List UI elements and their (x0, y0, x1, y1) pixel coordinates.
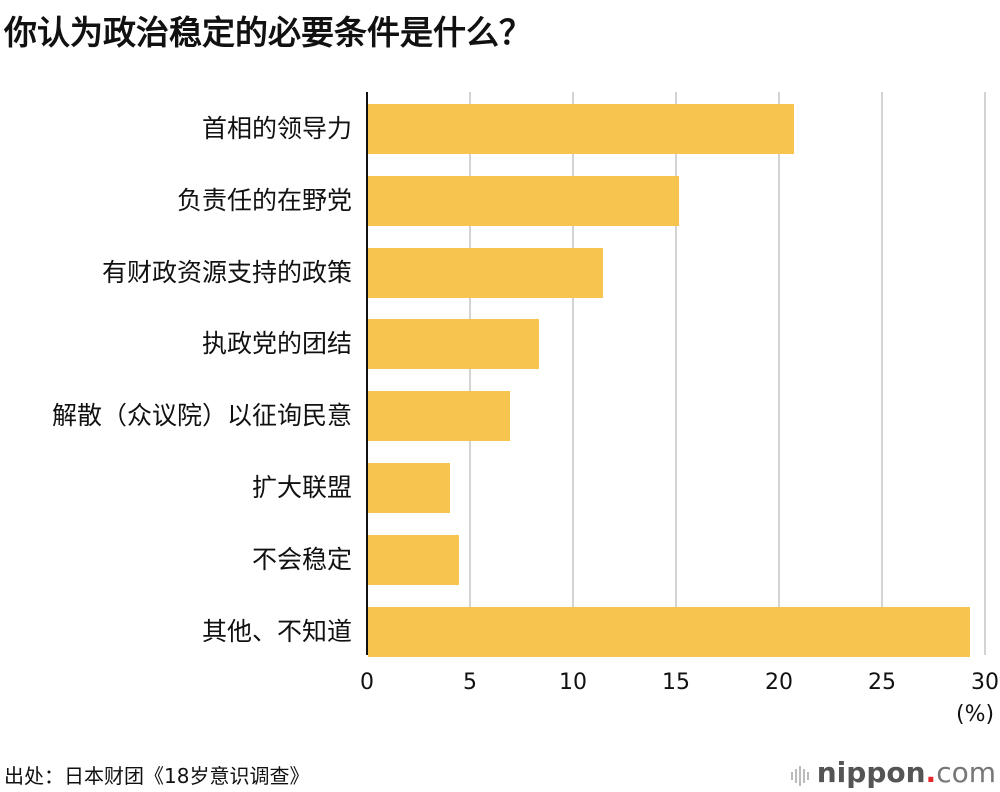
bar (368, 175, 680, 226)
bar (368, 104, 795, 154)
logo-com: com (936, 756, 996, 789)
nippon-logo: nippon.com (790, 756, 996, 791)
gridline (469, 92, 471, 655)
bar (368, 391, 511, 442)
category-label: 其他、不知道 (201, 616, 352, 646)
gridline (984, 92, 986, 655)
bar (368, 319, 539, 370)
x-tick-label: 15 (662, 670, 690, 695)
logo-main: nippon (816, 756, 926, 789)
y-axis-line (366, 92, 368, 655)
category-label: 扩大联盟 (251, 473, 352, 502)
x-axis-unit: (%) (956, 702, 995, 727)
bar (368, 463, 451, 513)
soundwave-icon (790, 758, 811, 791)
x-tick-label: 0 (360, 670, 374, 695)
plot-area (366, 92, 986, 657)
bar (368, 606, 970, 657)
x-tick-label: 20 (765, 670, 793, 695)
source-note: 出处：日本财团《18岁意识调查》 (4, 764, 310, 788)
gridline (778, 92, 780, 655)
gridline (881, 92, 883, 655)
x-tick-label: 5 (463, 670, 477, 695)
category-label: 负责任的在野党 (176, 185, 352, 215)
bar (368, 247, 603, 298)
category-label: 执政党的团结 (201, 329, 352, 359)
bar (368, 534, 459, 585)
x-tick-label: 25 (868, 670, 896, 695)
chart-title: 你认为政治稳定的必要条件是什么？ (4, 13, 532, 52)
category-label: 解散（众议院）以征询民意 (51, 401, 352, 431)
category-label: 不会稳定 (251, 544, 352, 574)
gridline (572, 92, 574, 655)
x-tick-label: 30 (971, 670, 999, 695)
gridline (675, 92, 677, 655)
logo-dot: . (925, 756, 937, 789)
category-label: 首相的领导力 (201, 114, 352, 143)
category-label: 有财政资源支持的政策 (101, 257, 352, 287)
x-tick-label: 10 (559, 670, 587, 695)
